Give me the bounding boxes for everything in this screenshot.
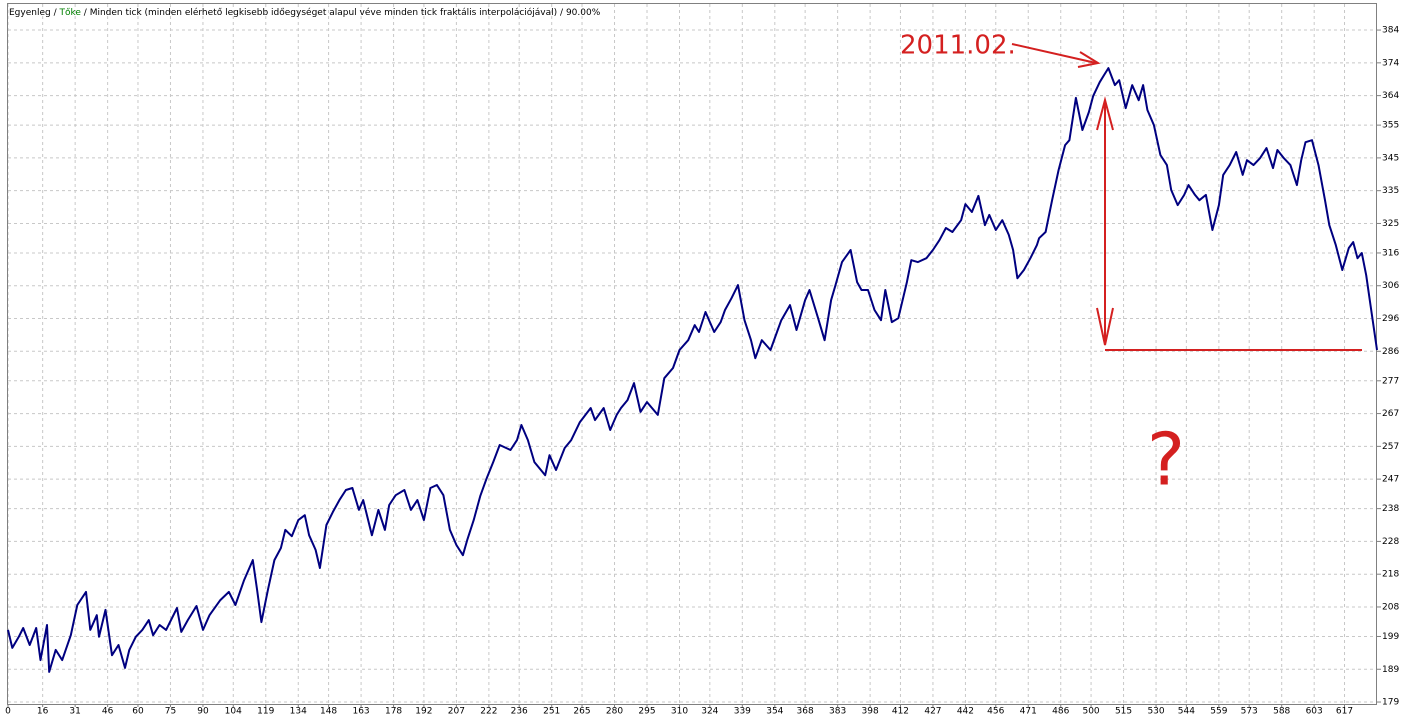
x-tick-label: 295 (638, 707, 655, 717)
x-tick-label: 515 (1115, 707, 1132, 717)
y-tick-label: 306 (1382, 281, 1399, 291)
y-tick-label: 316 (1382, 248, 1399, 258)
balance-line (7, 67, 1378, 673)
y-tick-label: 355 (1382, 121, 1399, 131)
x-tick-label: 500 (1082, 707, 1099, 717)
x-tick-label: 192 (415, 707, 432, 717)
y-tick-label: 228 (1382, 537, 1399, 547)
x-tick-label: 236 (511, 707, 528, 717)
x-tick-label: 60 (132, 707, 144, 717)
legend-separator: / (51, 8, 60, 18)
x-tick-label: 398 (862, 707, 879, 717)
x-tick-label: 134 (290, 707, 307, 717)
x-tick-label: 617 (1336, 707, 1353, 717)
x-tick-label: 207 (448, 707, 465, 717)
y-tick-label: 208 (1382, 602, 1399, 612)
y-tick-label: 199 (1382, 632, 1399, 642)
y-tick-label: 325 (1382, 219, 1399, 229)
y-tick-label: 257 (1382, 442, 1399, 452)
y-tick-label: 374 (1382, 58, 1399, 68)
x-tick-label: 456 (987, 707, 1004, 717)
x-tick-label: 603 (1306, 707, 1323, 717)
x-tick-label: 222 (480, 707, 497, 717)
plot-frame (7, 3, 1377, 705)
x-tick-label: 46 (102, 707, 114, 717)
x-tick-label: 0 (5, 707, 11, 717)
date-annotation: 2011.02. (900, 31, 1016, 61)
x-tick-label: 119 (257, 707, 274, 717)
x-tick-label: 178 (385, 707, 402, 717)
y-tick-label: 218 (1382, 570, 1399, 580)
x-tick-label: 354 (766, 707, 783, 717)
y-tick-label: 286 (1382, 347, 1399, 357)
arrow-head (1077, 51, 1101, 68)
y-tick-label: 296 (1382, 314, 1399, 324)
y-tick-label: 179 (1382, 698, 1399, 708)
legend-balance: Egyenleg (9, 8, 51, 18)
arrow-head (1096, 307, 1114, 346)
y-tick-label: 238 (1382, 504, 1399, 514)
legend-equity: Tőke (58, 8, 81, 18)
x-tick-label: 427 (924, 707, 941, 717)
x-tick-label: 163 (352, 707, 369, 717)
x-tick-label: 104 (225, 707, 242, 717)
x-tick-label: 368 (797, 707, 814, 717)
x-tick-label: 280 (606, 707, 623, 717)
x-tick-label: 383 (829, 707, 846, 717)
arrow-head (1096, 96, 1114, 131)
x-tick-label: 530 (1147, 707, 1164, 717)
x-tick-label: 265 (573, 707, 590, 717)
series (7, 67, 1378, 673)
question-annotation: ? (1147, 418, 1185, 502)
y-tick-label: 364 (1382, 91, 1399, 101)
legend-model: Minden tick (minden elérhető legkisebb i… (90, 7, 557, 18)
x-tick-label: 310 (671, 707, 688, 717)
x-tick-label: 148 (320, 707, 337, 717)
x-tick-label: 559 (1210, 707, 1227, 717)
x-tick-label: 324 (701, 707, 718, 717)
legend: Egyenleg / Tőke / Minden tick (minden el… (9, 7, 601, 18)
legend-quality: 90.00% (566, 8, 601, 18)
legend-separator: / (557, 8, 566, 18)
x-tick-label: 573 (1241, 707, 1258, 717)
x-tick-label: 412 (892, 707, 909, 717)
annotation-shapes (1011, 43, 1362, 351)
y-tick-label: 267 (1382, 409, 1399, 419)
x-tick-label: 251 (543, 707, 560, 717)
y-tick-label: 384 (1382, 26, 1399, 36)
x-tick-label: 471 (1020, 707, 1037, 717)
y-tick-label: 277 (1382, 376, 1399, 386)
y-tick-label: 189 (1382, 665, 1399, 675)
x-tick-label: 588 (1273, 707, 1290, 717)
x-tick-label: 31 (69, 707, 80, 717)
x-tick-label: 339 (734, 707, 751, 717)
x-tick-label: 75 (165, 707, 176, 717)
x-tick-label: 544 (1178, 707, 1195, 717)
legend-separator: / (81, 8, 90, 18)
x-tick-label: 486 (1052, 707, 1069, 717)
date-arrow (1011, 43, 1097, 64)
y-tick-label: 247 (1382, 475, 1399, 485)
y-tick-label: 345 (1382, 153, 1399, 163)
y-tick-label: 335 (1382, 186, 1399, 196)
x-tick-label: 442 (957, 707, 974, 717)
x-tick-label: 90 (197, 707, 209, 717)
x-tick-label: 16 (37, 707, 49, 717)
